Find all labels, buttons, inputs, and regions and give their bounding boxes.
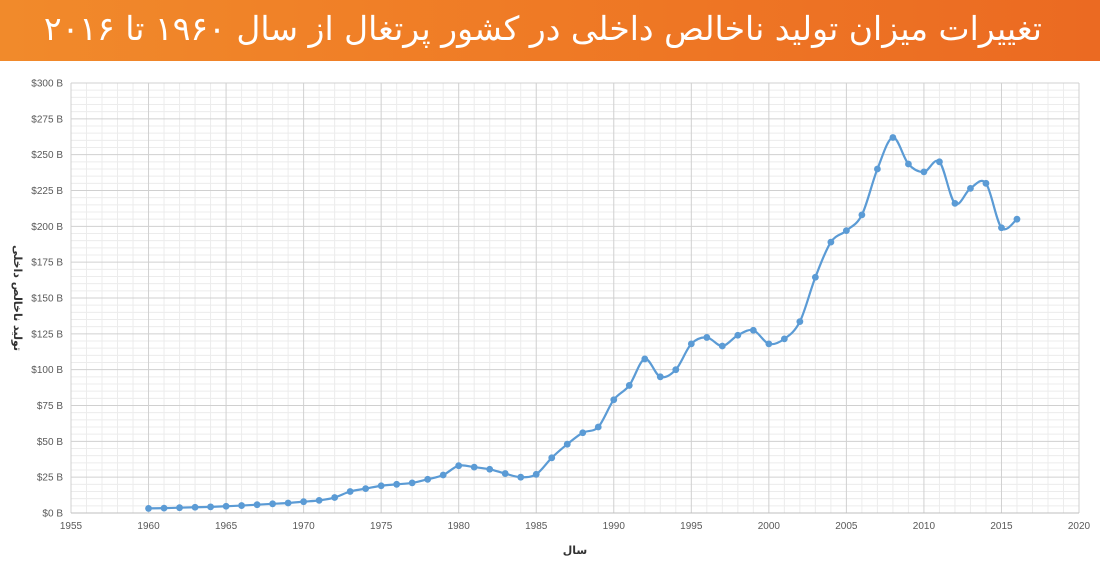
x-tick-label: 1965 xyxy=(215,521,238,532)
x-tick-label: 2010 xyxy=(913,521,936,532)
x-tick-label: 1975 xyxy=(370,521,393,532)
data-point xyxy=(269,500,276,508)
data-point xyxy=(982,179,990,187)
data-point xyxy=(160,504,168,512)
data-point xyxy=(439,471,447,479)
data-point xyxy=(656,373,664,381)
y-axis-title: تولید ناخالص داخلی xyxy=(11,245,24,351)
data-point xyxy=(331,494,339,501)
data-point xyxy=(424,475,432,483)
x-tick-label: 1970 xyxy=(292,521,315,532)
data-point xyxy=(672,366,680,374)
data-point xyxy=(377,482,385,490)
y-tick-label: $50 B xyxy=(37,437,63,448)
y-tick-label: $150 B xyxy=(31,294,63,305)
data-point xyxy=(393,480,401,488)
y-tick-label: $225 B xyxy=(31,186,63,197)
data-point xyxy=(207,503,214,511)
y-tick-label: $175 B xyxy=(31,258,63,269)
data-point xyxy=(594,423,602,431)
x-tick-label: 2020 xyxy=(1068,521,1091,532)
y-tick-label: $200 B xyxy=(31,222,63,233)
data-point xyxy=(936,158,943,166)
data-point xyxy=(362,485,370,493)
x-tick-label: 1990 xyxy=(603,521,626,532)
data-point xyxy=(734,331,742,339)
data-point xyxy=(517,473,525,481)
y-axis-ticks: $0 B $25 B $50 B $75 B $100 B $125 B $150 B $17… xyxy=(31,79,63,520)
data-point xyxy=(998,224,1005,232)
data-point xyxy=(811,273,819,281)
data-point xyxy=(563,440,571,448)
y-tick-label: $300 B xyxy=(31,79,63,90)
data-point xyxy=(470,463,478,471)
data-point xyxy=(408,479,416,487)
data-point xyxy=(455,462,463,470)
data-point xyxy=(315,496,323,504)
x-tick-label: 2005 xyxy=(835,521,858,532)
data-point xyxy=(889,134,897,141)
data-point xyxy=(610,396,618,404)
data-point xyxy=(905,160,912,168)
data-point xyxy=(253,501,261,509)
x-tick-label: 2000 xyxy=(758,521,781,532)
y-tick-label: $275 B xyxy=(31,114,63,125)
series-gdp xyxy=(145,134,1021,512)
y-tick-label: $100 B xyxy=(31,365,63,376)
data-point xyxy=(501,470,509,477)
data-point xyxy=(145,505,152,512)
data-point xyxy=(765,340,773,348)
line-chart: $0 B $25 B $50 B $75 B $100 B $125 B $150 B $17… xyxy=(11,79,1091,558)
data-point xyxy=(532,470,540,478)
data-point xyxy=(703,334,711,341)
data-point xyxy=(300,498,308,506)
x-tick-label: 1980 xyxy=(448,521,471,532)
x-tick-label: 1995 xyxy=(680,521,703,532)
data-point xyxy=(827,238,835,246)
y-tick-label: $125 B xyxy=(31,329,63,340)
x-tick-label: 1985 xyxy=(525,521,548,532)
data-point xyxy=(951,200,959,207)
data-point xyxy=(486,465,494,473)
y-tick-label: $25 B xyxy=(37,473,63,484)
x-tick-label: 2015 xyxy=(990,521,1013,532)
data-point xyxy=(641,355,649,363)
x-tick-label: 1960 xyxy=(137,521,160,532)
data-point xyxy=(625,382,633,389)
data-point xyxy=(796,318,804,326)
data-point xyxy=(346,488,354,495)
y-tick-label: $250 B xyxy=(31,150,63,161)
data-point xyxy=(967,184,974,192)
data-point xyxy=(548,454,556,462)
data-point xyxy=(718,342,726,350)
x-axis-title: سال xyxy=(563,544,588,557)
data-point xyxy=(238,502,245,509)
data-point xyxy=(191,503,199,511)
data-point xyxy=(176,504,183,512)
data-point xyxy=(1013,215,1021,223)
data-point xyxy=(858,211,866,219)
x-tick-label: 1955 xyxy=(60,521,83,532)
data-point xyxy=(920,168,928,176)
data-point xyxy=(842,227,850,235)
data-point xyxy=(687,340,695,348)
y-tick-label: $75 B xyxy=(37,401,63,412)
data-point xyxy=(780,335,788,343)
y-tick-label: $0 B xyxy=(42,509,63,520)
title-banner: تغییرات میزان تولید ناخالص داخلی در کشور… xyxy=(0,0,1100,61)
x-axis-ticks: 1955 1960 1965 1970 1975 1980 1985 1990 1995 2000… xyxy=(60,521,1091,532)
data-point xyxy=(874,165,881,173)
chart-title: تغییرات میزان تولید ناخالص داخلی در کشور… xyxy=(43,9,1042,48)
data-point xyxy=(749,326,757,334)
data-point xyxy=(284,499,292,507)
data-point xyxy=(579,429,587,437)
data-point xyxy=(222,502,230,510)
